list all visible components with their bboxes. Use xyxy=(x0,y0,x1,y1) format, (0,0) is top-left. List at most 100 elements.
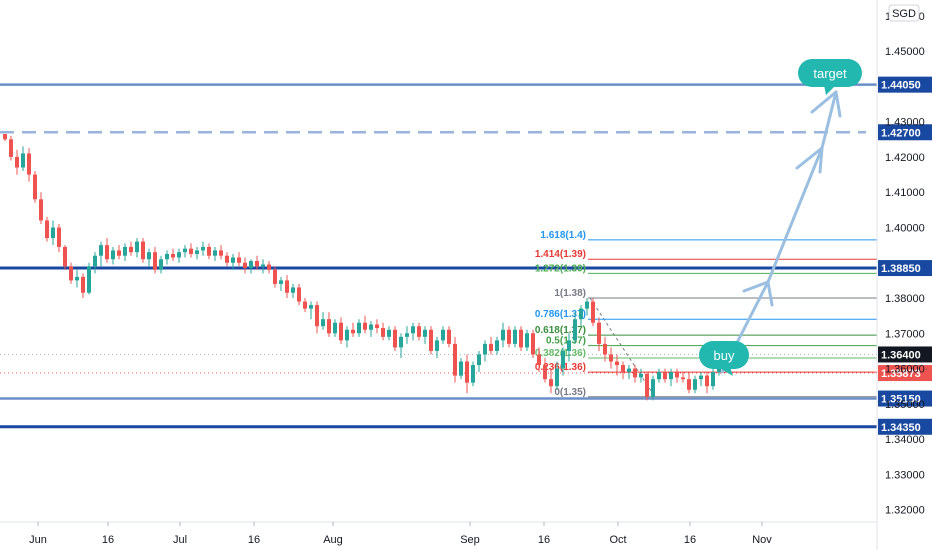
candle-body xyxy=(315,305,319,327)
candle-body xyxy=(141,241,145,260)
candle-body xyxy=(189,248,193,254)
candle-body xyxy=(393,329,397,348)
y-tick-label: 1.32000 xyxy=(885,505,925,517)
arrow-head-3 xyxy=(810,90,842,118)
candle-body xyxy=(657,372,661,380)
fib-level-label: 1(1.38) xyxy=(554,288,586,299)
candle-body xyxy=(303,301,307,309)
candle-body xyxy=(441,329,445,341)
y-tick-label: 1.37000 xyxy=(885,328,925,340)
candle-body xyxy=(567,340,571,351)
price-label-bg-1 xyxy=(878,124,932,141)
candle-body xyxy=(477,354,481,366)
callout-bubble xyxy=(798,59,862,87)
candle-body xyxy=(369,324,373,330)
candle-body xyxy=(663,372,667,380)
candle-body xyxy=(15,156,19,168)
y-tick-label: 1.34000 xyxy=(885,434,925,446)
price-label-0: 1.44050 xyxy=(881,80,921,92)
currency-label: SGD xyxy=(892,8,916,20)
candle-body xyxy=(201,246,205,251)
price-axis[interactable]: 1.44050 1.42700 1.38850 1.36400 1.35873 1.351… xyxy=(878,11,932,517)
candle-body xyxy=(699,375,703,380)
callout-label: buy xyxy=(714,348,735,363)
candle-body xyxy=(603,343,607,355)
candle-body xyxy=(327,319,331,334)
candle-body xyxy=(417,326,421,337)
candle-body xyxy=(105,245,109,260)
candle-body xyxy=(543,365,547,380)
candle-body xyxy=(519,329,523,348)
candle-body xyxy=(453,343,457,376)
x-tick-label: Aug xyxy=(323,534,343,546)
price-label-bg-3 xyxy=(878,346,932,363)
candle-body xyxy=(27,153,31,175)
fib-level-label: 0.5(1.37) xyxy=(546,336,586,347)
candle-body xyxy=(177,252,181,258)
candle-body xyxy=(513,329,517,344)
candle-body xyxy=(21,153,25,168)
callout-tail xyxy=(718,367,733,376)
candle-body xyxy=(159,259,163,270)
projection-arrows[interactable] xyxy=(720,90,842,374)
candle-body xyxy=(483,343,487,355)
arrow-segment-3 xyxy=(820,90,838,150)
candle-body xyxy=(549,379,553,387)
candle-body xyxy=(81,276,85,293)
candle-body xyxy=(633,368,637,378)
candle-body xyxy=(471,365,475,383)
candle-body xyxy=(165,253,169,260)
candle-body xyxy=(363,322,367,330)
candle-body xyxy=(639,373,643,378)
candle-body xyxy=(387,329,391,337)
callout-target[interactable]: target xyxy=(798,59,862,95)
x-tick-label: 16 xyxy=(102,534,114,546)
candle-body xyxy=(147,252,151,260)
callout-buy[interactable]: buy xyxy=(699,341,749,376)
x-tick-label: Jun xyxy=(29,534,47,546)
currency-badge-box xyxy=(888,4,920,22)
x-tick-label: 16 xyxy=(248,534,260,546)
candle-body xyxy=(243,262,247,269)
y-tick-label: 1.36000 xyxy=(885,364,925,376)
candle-body xyxy=(495,340,499,351)
y-tick-label: 1.42000 xyxy=(885,152,925,164)
price-label-bg-0 xyxy=(878,76,932,93)
y-tick-label: 1.33000 xyxy=(885,469,925,481)
candle-body xyxy=(207,246,211,256)
y-tick-label: 1.40000 xyxy=(885,222,925,234)
y-tick-label: 1.41000 xyxy=(885,187,925,199)
price-label-5: 1.35150 xyxy=(881,394,921,406)
price-label-3: 1.36400 xyxy=(881,349,921,361)
candle-body xyxy=(645,373,649,397)
candle-body xyxy=(333,322,337,334)
callout-tail xyxy=(824,85,836,95)
x-tick-label: 16 xyxy=(684,534,696,546)
currency-badge[interactable]: SGD xyxy=(888,4,920,22)
candle-body xyxy=(171,253,175,258)
candle-body xyxy=(57,227,61,247)
x-tick-label: Jul xyxy=(173,534,187,546)
candle-body xyxy=(597,322,601,344)
candle-body xyxy=(195,250,199,254)
callout-bubble xyxy=(699,341,749,369)
fib-level-label: 0.382(1.36) xyxy=(535,348,586,359)
candle-body xyxy=(231,257,235,263)
candle-body xyxy=(291,287,295,293)
callouts-layer[interactable]: buy target xyxy=(699,59,862,376)
candle-body xyxy=(69,266,73,281)
candle-body xyxy=(669,372,673,380)
candle-body xyxy=(345,329,349,341)
candle-body xyxy=(399,336,403,348)
time-axis[interactable]: Jun 16 Jul 16 Aug Sep 16 Oct 16 Nov xyxy=(29,522,772,546)
candle-body xyxy=(615,361,619,366)
candle-body xyxy=(651,379,655,397)
fib-level-label: 0.236(1.36) xyxy=(535,362,586,373)
candle-body xyxy=(687,379,691,390)
candle-body xyxy=(435,340,439,351)
candle-body xyxy=(3,134,7,140)
candle-body xyxy=(675,372,679,378)
y-tick-label: 1.38000 xyxy=(885,293,925,305)
